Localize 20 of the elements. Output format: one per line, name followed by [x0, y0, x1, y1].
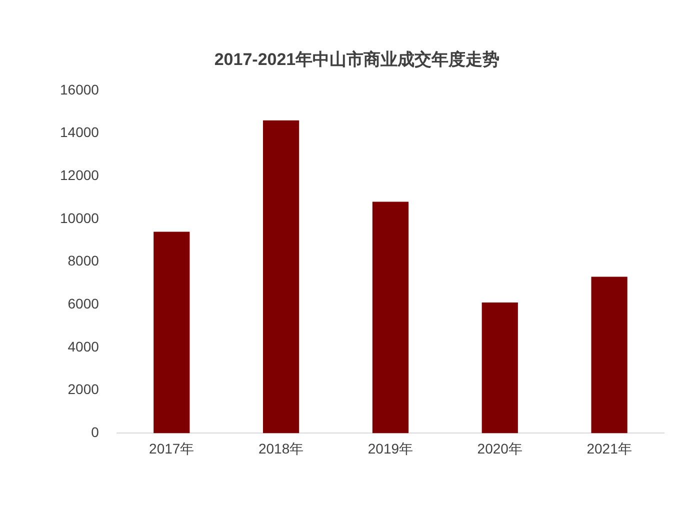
bar — [154, 232, 190, 434]
x-tick-label: 2020年 — [477, 440, 522, 456]
y-tick-label: 16000 — [60, 81, 100, 98]
bar — [372, 202, 409, 434]
bar — [263, 120, 300, 434]
bar — [591, 276, 628, 434]
y-tick-label: 10000 — [60, 210, 100, 226]
y-tick-label: 8000 — [68, 252, 100, 269]
y-tick-label: 2000 — [68, 381, 100, 398]
y-tick-label: 4000 — [68, 338, 100, 354]
chart-title: 2017-2021年中山市商业成交年度走势 — [214, 50, 500, 69]
x-tick-label: 2017年 — [149, 440, 194, 456]
y-tick-label: 12000 — [60, 166, 100, 183]
y-tick-label: 6000 — [68, 296, 100, 312]
x-tick-label: 2021年 — [586, 440, 632, 456]
y-tick-label: 0 — [91, 424, 100, 440]
y-tick-label: 14000 — [60, 124, 100, 140]
bar — [482, 302, 518, 434]
x-tick-label: 2018年 — [258, 440, 304, 456]
x-tick-label: 2019年 — [368, 440, 414, 456]
